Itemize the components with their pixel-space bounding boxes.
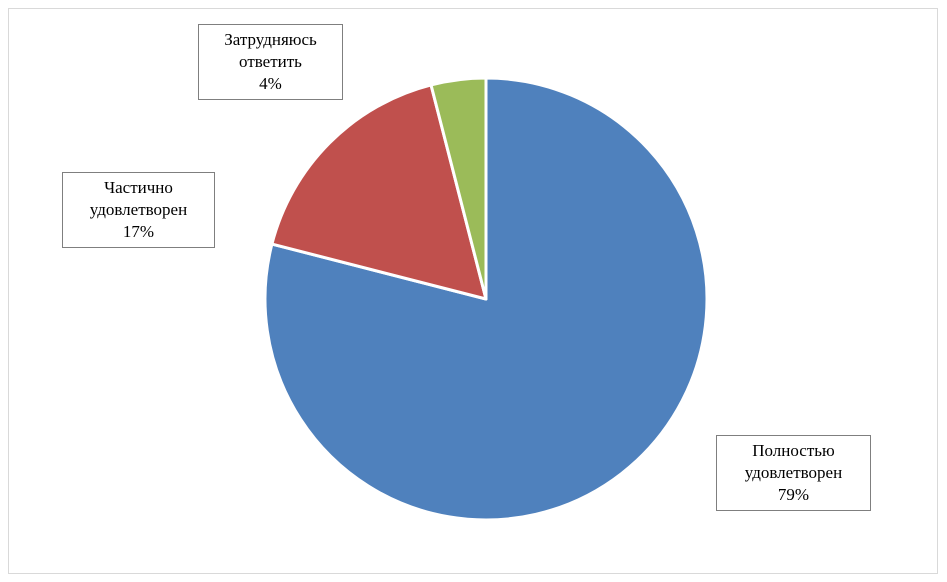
data-label-fully-satisfied-line-2: удовлетворен (744, 463, 843, 482)
data-label-partially-satisfied-value: 17% (122, 222, 155, 241)
data-label-partially-satisfied: Частично удовлетворен 17% (62, 172, 215, 248)
data-label-fully-satisfied: Полностью удовлетворен 79% (716, 435, 871, 511)
data-label-partially-satisfied-line-2: удовлетворен (89, 200, 188, 219)
data-label-hard-to-answer-line-2: ответить (239, 52, 302, 71)
pie-chart (263, 76, 709, 522)
data-label-fully-satisfied-value: 79% (777, 485, 810, 504)
data-label-fully-satisfied-line-1: Полностью (752, 441, 835, 460)
pie-slice-hard-to-answer (429, 76, 488, 301)
data-label-hard-to-answer: Затрудняюсь ответить 4% (198, 24, 343, 100)
pie-slice-partially-satisfied (270, 83, 488, 301)
data-label-hard-to-answer-value: 4% (259, 74, 282, 93)
chart-area: Полностью удовлетворен 79% Частично удов… (8, 8, 938, 574)
data-label-hard-to-answer-line-1: Затрудняюсь (224, 30, 317, 49)
data-label-partially-satisfied-line-1: Частично (104, 178, 173, 197)
